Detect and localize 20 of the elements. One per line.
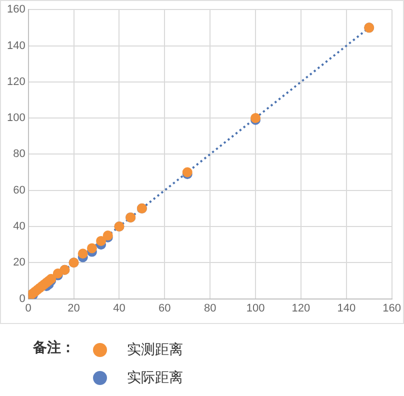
y-tick-label: 20 [13, 256, 26, 269]
y-tick-label: 120 [6, 76, 26, 88]
y-tick-label: 0 [19, 292, 26, 305]
legend-label: 实际距离 [127, 369, 183, 387]
legend-title: 备注： [33, 338, 75, 357]
x-tick-label: 160 [382, 302, 402, 314]
x-tick-label: 20 [68, 302, 80, 314]
legend-label: 实测距离 [127, 341, 183, 359]
x-tick-label: 120 [292, 302, 310, 314]
y-tick-label: 160 [6, 4, 26, 16]
x-tick-label: 60 [158, 302, 171, 314]
y-tick-label: 60 [13, 184, 26, 196]
y-tick-label: 80 [13, 148, 26, 160]
x-tick-label: 140 [337, 302, 356, 314]
x-tick-label: 80 [204, 302, 216, 314]
y-tick-label: 140 [6, 40, 26, 52]
x-tick-label: 100 [246, 302, 265, 314]
y-tick-label: 40 [13, 220, 26, 233]
x-tick-label: 40 [113, 302, 126, 314]
y-tick-label: 100 [6, 112, 26, 124]
